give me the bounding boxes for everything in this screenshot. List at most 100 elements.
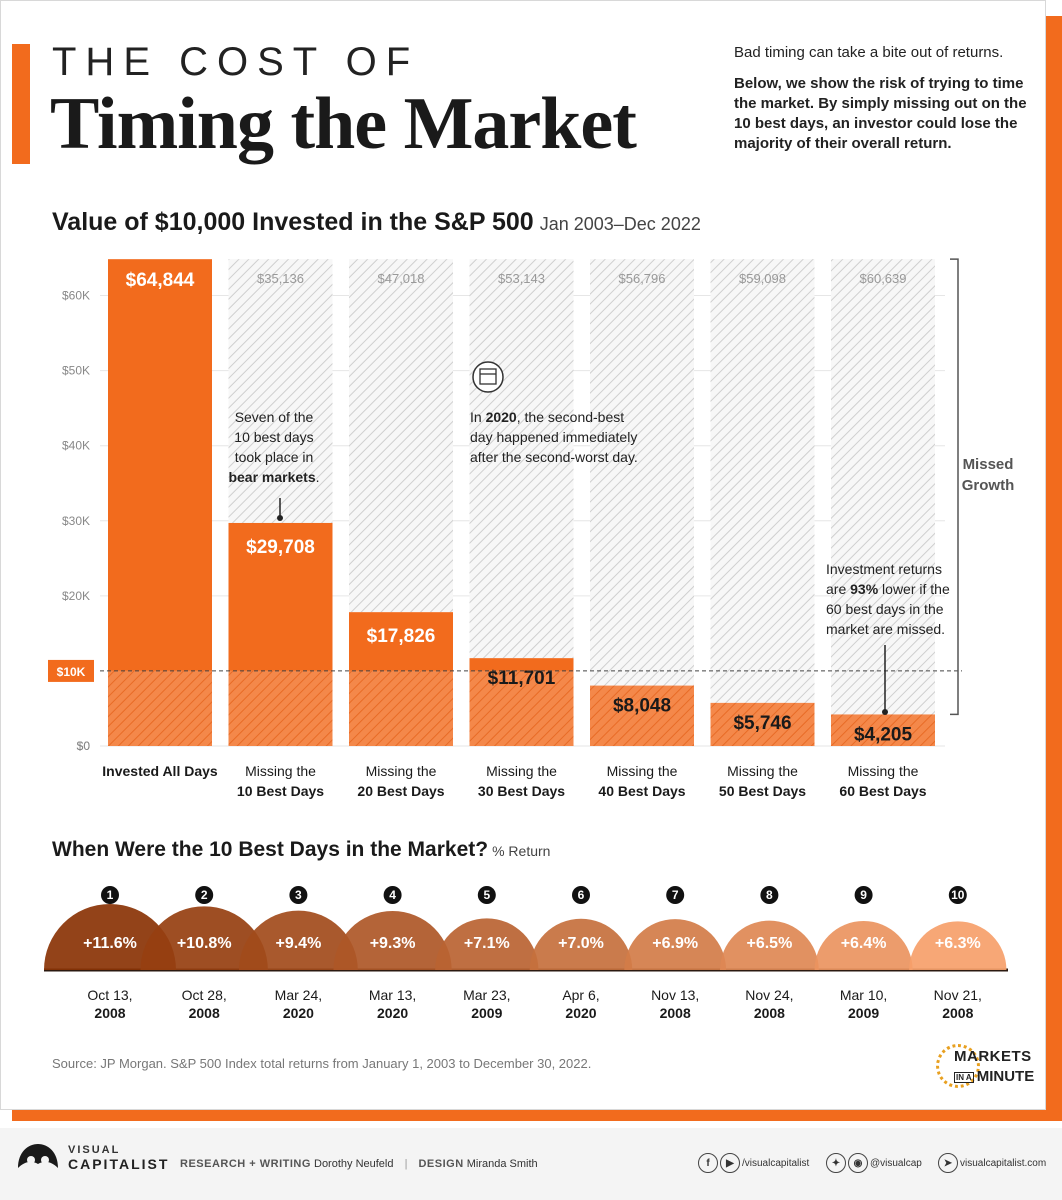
rank-badge: [383, 886, 402, 904]
best-day-semicircle: [435, 918, 539, 970]
bar-value-label: $64,844: [126, 270, 195, 291]
social-facebook-youtube[interactable]: f ▶ /visualcapitalist: [698, 1153, 810, 1173]
y-tick-label: $40K: [62, 439, 90, 453]
bar-missing-best-days: [228, 522, 333, 671]
category-label: Missing the: [848, 763, 919, 779]
best-day-date: Oct 28,: [182, 987, 227, 1003]
youtube-icon[interactable]: ▶: [720, 1153, 740, 1173]
best-day-semicircle: [814, 920, 913, 970]
annotation-bear-markets: Seven of the 10 best days took place in bea…: [228, 409, 319, 485]
annotation-text: market are missed.: [826, 621, 945, 637]
best-day-date: Oct 13,: [87, 987, 132, 1003]
best-day-return: +6.9%: [652, 935, 698, 952]
website-link[interactable]: ➤ visualcapitalist.com: [938, 1153, 1047, 1173]
rank-number: 2: [201, 888, 208, 902]
social-twitter-instagram[interactable]: ✦ ◉ @visualcap: [826, 1153, 922, 1173]
best-day-return: +9.4%: [275, 935, 321, 952]
annotation-text: after the second-worst day.: [470, 449, 638, 465]
best-day-year: 2020: [283, 1005, 314, 1021]
social-handle-2[interactable]: @visualcap: [870, 1157, 922, 1169]
badge-line-2-text: MINUTE: [976, 1068, 1035, 1085]
annotation-text: are: [826, 581, 850, 597]
category-label: Missing the: [366, 763, 437, 779]
rank-badge: [289, 886, 308, 904]
rank-badge: [854, 886, 873, 904]
rank-badge: [948, 886, 967, 904]
rank-badge: [195, 886, 214, 904]
calendar-icon: [479, 368, 497, 385]
badge-ring-icon: [936, 1044, 980, 1088]
bar-chart-subtitle: Jan 2003–Dec 2022: [539, 214, 701, 234]
visual-capitalist-logo-icon: [18, 1144, 58, 1168]
bar-base-hatch: [228, 670, 333, 746]
credits-separator: |: [404, 1158, 408, 1170]
best-day-date: Mar 24,: [275, 987, 322, 1003]
title-overline: THE COST OF: [52, 40, 420, 84]
rank-badge: [572, 886, 590, 904]
bar-value-label: $29,708: [246, 537, 315, 558]
category-label: Missing the: [245, 763, 316, 779]
intro-tagline: Bad timing can take a bite out of return…: [734, 44, 1004, 61]
category-label: Missing the: [727, 763, 798, 779]
category-label: Missing the: [486, 763, 557, 779]
best-day-date: Mar 13,: [369, 987, 416, 1003]
bar-missing-best-days: [349, 612, 453, 671]
brand-name-line-2: CAPITALIST: [68, 1156, 170, 1172]
annotation-93-percent: Investment returns are 93% lower if the 60…: [826, 561, 950, 637]
annotation-text: , the second-best: [517, 409, 625, 425]
credits: RESEARCH + WRITING Dorothy Neufeld | DES…: [180, 1158, 538, 1170]
best-day-return: +6.3%: [935, 935, 981, 952]
best-day-return: +7.0%: [558, 935, 604, 952]
y-tick-label: $50K: [62, 364, 90, 378]
best-day-date: Mar 23,: [463, 987, 510, 1003]
social-handle-1[interactable]: /visualcapitalist: [742, 1157, 810, 1169]
category-label: 40 Best Days: [598, 783, 685, 799]
annotation-text: Seven of the: [235, 409, 314, 425]
annotation-text: day happened immediately: [470, 429, 637, 445]
cursor-icon[interactable]: ➤: [938, 1153, 958, 1173]
missed-growth-label: $53,143: [498, 271, 545, 286]
best-day-semicircle: [238, 910, 358, 970]
instagram-icon[interactable]: ◉: [848, 1153, 868, 1173]
missed-growth-label: $59,098: [739, 271, 786, 286]
missed-growth-label: $60,639: [860, 271, 907, 286]
best-day-year: 2020: [377, 1005, 408, 1021]
bar-invested-all-days: [108, 259, 212, 671]
best-day-return: +6.5%: [746, 935, 792, 952]
rank-number: 5: [483, 888, 490, 902]
baseline-10k-label: $10K: [57, 665, 86, 679]
facebook-icon[interactable]: f: [698, 1153, 718, 1173]
best-day-return: +6.4%: [841, 935, 887, 952]
annotation-text: bear markets: [228, 469, 315, 485]
annotation-pointer-dot: [277, 515, 283, 521]
best-day-year: 2008: [189, 1005, 220, 1021]
best-day-semicircle: [333, 910, 452, 970]
best-days-chart: +11.6% 1 Oct 13, 2008 +10.8% 2 Oct 28, 2008 +9.4…: [44, 886, 1008, 1021]
y-tick-label: $30K: [62, 514, 90, 528]
investment-bar-chart: $0 $20K $30K $40K $50K $60K $64,844 Invested Al…: [48, 258, 1014, 799]
best-day-year: 2009: [471, 1005, 502, 1021]
bar-value-label: $11,701: [488, 668, 556, 689]
twitter-icon[interactable]: ✦: [826, 1153, 846, 1173]
bar-base-hatch: [108, 670, 212, 746]
y-tick-label: $0: [77, 739, 91, 753]
bar-value-label: $17,826: [367, 626, 436, 647]
category-label: Invested All Days: [102, 763, 218, 779]
calendar-icon-ring: [472, 361, 504, 393]
category-label: 50 Best Days: [719, 783, 806, 799]
missed-growth-bar: [228, 259, 333, 523]
annotation-text: .: [316, 469, 320, 485]
design-label: DESIGN: [418, 1158, 464, 1170]
rank-number: 4: [389, 888, 396, 902]
bar-missing-best-days: [831, 714, 935, 746]
best-days-title: When Were the 10 Best Days in the Market…: [52, 838, 550, 862]
missed-growth-bar: [469, 259, 574, 659]
best-day-date: Nov 21,: [934, 987, 982, 1003]
website-text[interactable]: visualcapitalist.com: [960, 1157, 1047, 1169]
source-note: Source: JP Morgan. S&P 500 Index total r…: [52, 1056, 592, 1071]
category-label: Missing the: [607, 763, 678, 779]
annotation-text: 2020: [486, 409, 517, 425]
bar-missing-best-days: [710, 702, 815, 746]
bar-base-hatch: [469, 670, 574, 746]
best-day-return: +11.6%: [83, 935, 137, 952]
